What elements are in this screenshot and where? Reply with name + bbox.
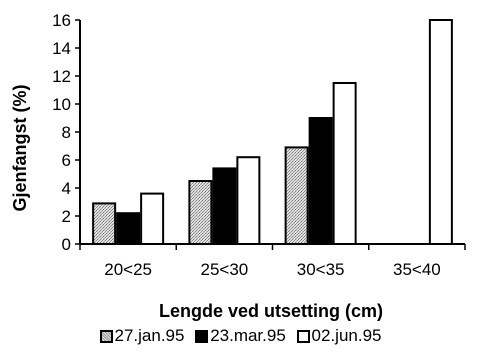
x-tick-label-3: 35<40: [393, 260, 441, 279]
legend-swatch-1: [195, 329, 209, 343]
bar-0-2: [284, 146, 309, 245]
legend-item-2: 02.jun.95: [296, 326, 382, 346]
x-tick-label-1: 25<30: [201, 260, 249, 279]
y-tick-label-1: 2: [62, 207, 71, 226]
legend-item-1: 23.mar.95: [195, 326, 286, 346]
bar-2-2: [332, 82, 357, 245]
y-tick-label-3: 6: [62, 151, 71, 170]
bar-0-0: [92, 202, 117, 245]
axes-group: 0 2 4 6 8 10 12 14 16 20<25 25<30 30<35 35<40: [52, 11, 466, 279]
bar-0-1: [188, 180, 213, 245]
y-tick-label-2: 4: [62, 179, 71, 198]
y-tick-label-4: 8: [62, 123, 71, 142]
y-tick-label-5: 10: [52, 95, 71, 114]
bar-2-0: [140, 192, 165, 246]
legend-label-1: 23.mar.95: [210, 326, 286, 345]
bar-2-1: [236, 156, 261, 245]
legend-swatch-2: [296, 329, 310, 343]
legend-item-0: 27.jan.95: [99, 326, 185, 346]
bar-1-1: [212, 167, 237, 245]
y-axis-title: Gjenfangst (%): [10, 84, 30, 211]
x-tick-label-0: 20<25: [104, 260, 152, 279]
x-axis-title: Lengde ved utsetting (cm): [159, 301, 383, 321]
legend-swatch-0: [99, 329, 113, 343]
legend-label-0: 27.jan.95: [114, 326, 185, 345]
bars-group: [92, 19, 453, 246]
legend-label-2: 02.jun.95: [311, 326, 382, 345]
legend: 27.jan.95 23.mar.95 02.jun.95: [0, 326, 481, 348]
y-tick-label-0: 0: [62, 235, 71, 254]
bar-1-2: [308, 117, 333, 245]
bar-1-0: [116, 212, 141, 245]
y-tick-label-8: 16: [52, 11, 71, 30]
x-tick-label-2: 30<35: [297, 260, 345, 279]
y-tick-label-7: 14: [52, 39, 71, 58]
bar-2-3: [428, 19, 453, 245]
y-tick-label-6: 12: [52, 67, 71, 86]
